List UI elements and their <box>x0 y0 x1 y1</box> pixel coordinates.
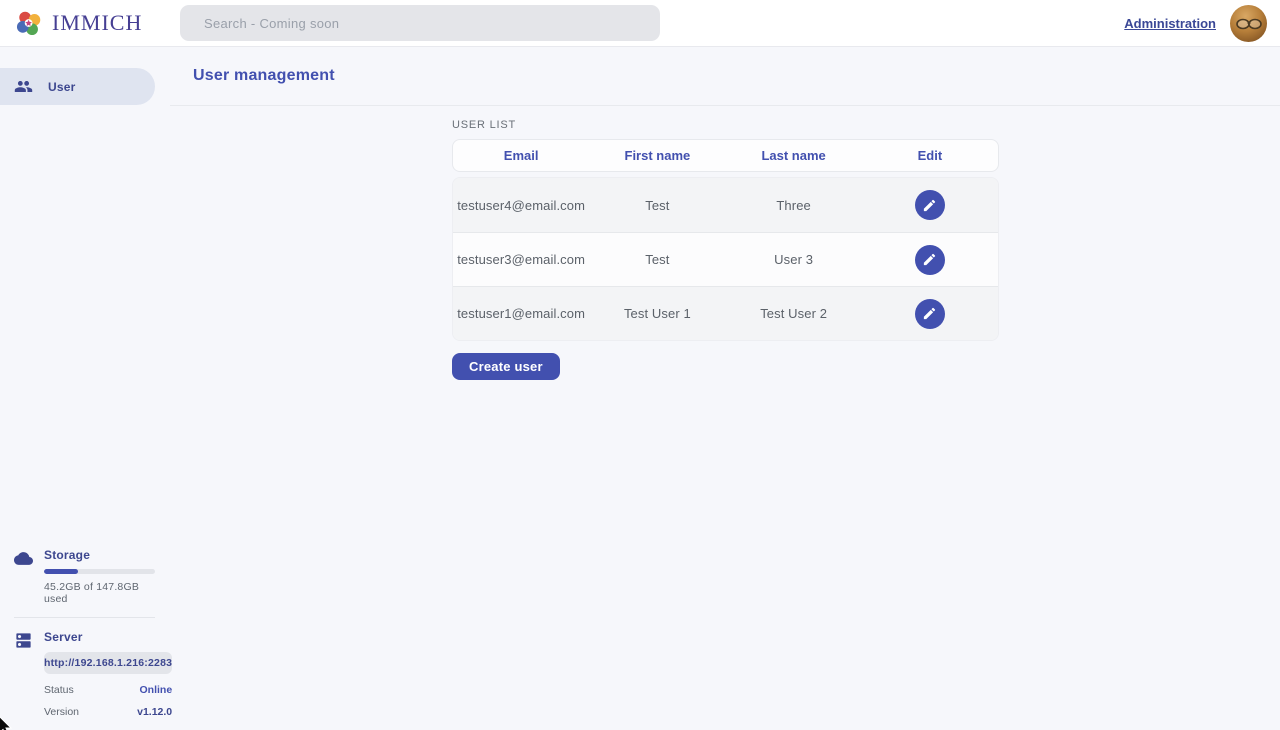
users-icon <box>14 80 33 93</box>
immich-logo[interactable]: IMMICH <box>0 9 142 37</box>
mouse-cursor <box>0 716 13 730</box>
avatar[interactable] <box>1230 5 1267 42</box>
server-icon <box>14 630 44 718</box>
sidebar-divider <box>14 617 155 618</box>
table-row: testuser1@email.com Test User 1 Test Use… <box>453 286 998 340</box>
create-user-button[interactable]: Create user <box>452 353 560 380</box>
status-label: Status <box>44 684 74 696</box>
storage-section: Storage 45.2GB of 147.8GB used <box>0 548 170 605</box>
cell-first-name: Test User 1 <box>623 306 691 321</box>
pencil-icon <box>924 253 936 266</box>
search-input[interactable] <box>180 5 660 41</box>
column-header-first-name: First name <box>624 148 691 163</box>
column-header-email: Email <box>503 148 539 163</box>
server-section: Server http://192.168.1.216:2283 Status … <box>0 630 173 718</box>
cell-edit <box>862 244 998 275</box>
page-title: User management <box>193 67 335 84</box>
cell-email: testuser3@email.com <box>457 252 586 267</box>
cell-first-name: Test <box>645 197 670 213</box>
storage-progress-bar <box>44 569 155 574</box>
glasses-icon <box>1235 18 1262 29</box>
sidebar: User Storage 45.2GB of 147.8GB used <box>0 47 173 730</box>
pencil-icon <box>924 199 936 211</box>
cell-edit <box>862 190 998 220</box>
cell-first-name: Test <box>645 252 670 267</box>
app-title: IMMICH <box>52 10 143 35</box>
table-row: testuser4@email.com Test Three <box>453 178 998 232</box>
sidebar-item-label: User <box>48 79 76 94</box>
cell-last-name: User 3 <box>774 252 814 267</box>
version-label: Version <box>44 706 80 718</box>
page-header: User management <box>170 47 1280 106</box>
cell-email: testuser1@email.com <box>457 306 586 321</box>
cloud-icon <box>14 548 44 605</box>
storage-progress-fill <box>44 569 78 574</box>
status-value: Online <box>139 684 173 696</box>
column-header-edit: Edit <box>917 148 943 163</box>
cell-edit <box>862 298 998 329</box>
user-table-header: Email First name Last name Edit <box>452 139 999 172</box>
server-status-row: Status Online <box>44 684 172 696</box>
edit-user-button[interactable] <box>914 190 945 220</box>
cell-last-name: Three <box>776 197 811 213</box>
storage-title: Storage <box>44 548 91 562</box>
top-navbar: IMMICH Administration <box>0 0 1280 47</box>
pencil-icon <box>924 307 936 320</box>
main-content: User management USER LIST Email First na… <box>170 47 1280 730</box>
user-list-section: USER LIST Email First name Last name Edi… <box>452 106 999 380</box>
user-table-body: testuser4@email.com Test Three testuser3… <box>452 177 999 341</box>
storage-usage-text: 45.2GB of 147.8GB used <box>44 581 140 605</box>
search-bar <box>180 5 660 41</box>
server-version-row: Version v1.12.0 <box>44 706 172 718</box>
edit-user-button[interactable] <box>914 244 945 275</box>
section-title: USER LIST <box>452 119 517 131</box>
topbar-right: Administration <box>1124 0 1267 47</box>
sidebar-footer: Storage 45.2GB of 147.8GB used Server ht… <box>0 548 173 718</box>
immich-flower-icon <box>16 11 41 36</box>
server-title: Server <box>44 630 83 644</box>
cell-last-name: Test User 2 <box>760 306 828 321</box>
sidebar-item-user[interactable]: User <box>0 68 155 105</box>
version-value: v1.12.0 <box>137 706 173 718</box>
edit-user-button[interactable] <box>914 298 945 329</box>
column-header-last-name: Last name <box>761 148 826 163</box>
cell-email: testuser4@email.com <box>457 197 586 213</box>
table-row: testuser3@email.com Test User 3 <box>453 232 998 286</box>
server-url: http://192.168.1.216:2283 <box>44 652 173 674</box>
administration-link[interactable]: Administration <box>1124 16 1216 31</box>
